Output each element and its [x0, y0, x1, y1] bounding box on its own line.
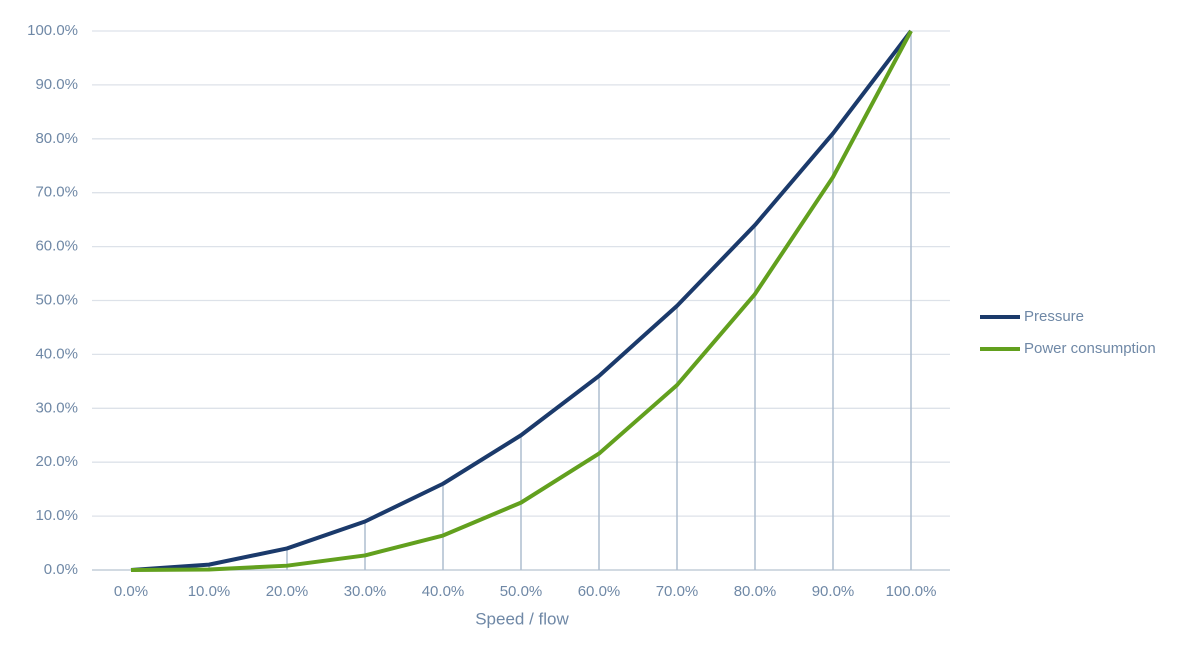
x-tick-label: 30.0%	[344, 583, 387, 600]
y-tick-label: 60.0%	[35, 238, 78, 255]
x-tick-label: 10.0%	[188, 583, 231, 600]
y-tick-label: 50.0%	[35, 291, 78, 308]
x-axis-label: Speed / flow	[475, 609, 569, 628]
x-tick-label: 80.0%	[734, 583, 777, 600]
series-line	[130, 30, 913, 572]
x-tick-label: 0.0%	[114, 583, 148, 600]
y-tick-label: 80.0%	[35, 130, 78, 147]
y-tick-label: 70.0%	[35, 184, 78, 201]
y-tick-label: 90.0%	[35, 76, 78, 93]
y-tick-label: 40.0%	[35, 345, 78, 362]
y-tick-label: 100.0%	[27, 22, 78, 39]
y-tick-label: 20.0%	[35, 453, 78, 470]
x-tick-label: 70.0%	[656, 583, 699, 600]
x-tick-label: 20.0%	[266, 583, 309, 600]
x-tick-label: 90.0%	[812, 583, 855, 600]
x-tick-label: 60.0%	[578, 583, 621, 600]
legend-label: Pressure	[1024, 308, 1084, 325]
legend-label: Power consumption	[1024, 340, 1156, 357]
y-tick-label: 10.0%	[35, 507, 78, 524]
x-tick-label: 40.0%	[422, 583, 465, 600]
x-tick-label: 100.0%	[886, 583, 937, 600]
x-tick-label: 50.0%	[500, 583, 543, 600]
y-tick-label: 0.0%	[44, 561, 78, 578]
series-line	[130, 29, 913, 572]
y-tick-label: 30.0%	[35, 399, 78, 416]
